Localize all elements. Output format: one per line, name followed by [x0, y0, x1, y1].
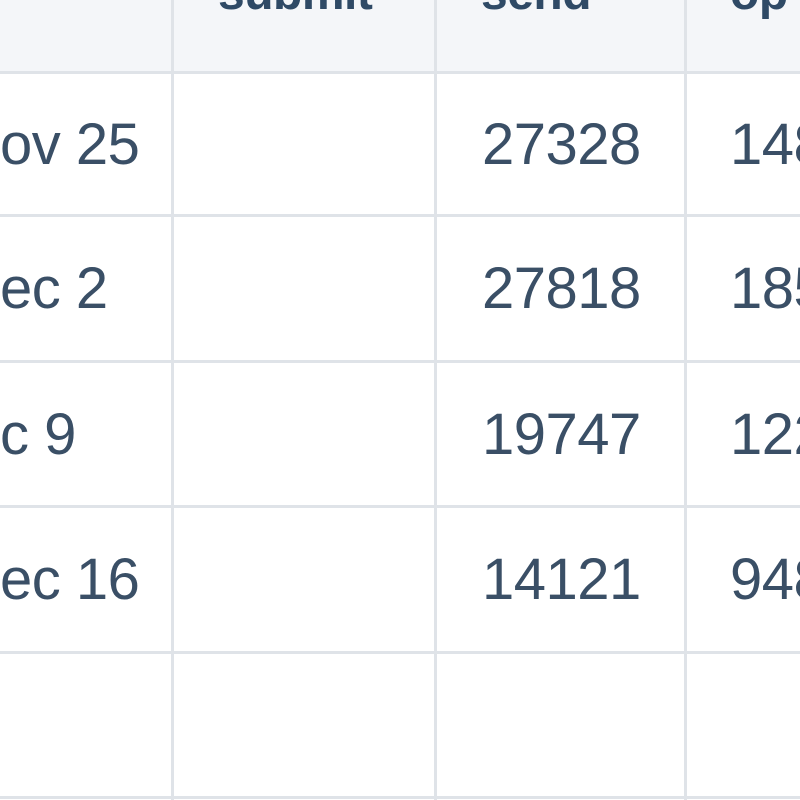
cell-open: 185 [730, 256, 800, 321]
cell-send: 27818 [482, 256, 641, 321]
row-divider [0, 71, 800, 74]
cell-date: ov 25 [0, 111, 140, 177]
cell-date: ec 16 [0, 547, 140, 612]
row-divider [0, 651, 800, 654]
column-header-send[interactable]: send [481, 0, 592, 20]
cell-open: 122 [730, 401, 800, 467]
cell-send: 27328 [482, 111, 641, 177]
row-divider [0, 214, 800, 217]
column-divider [684, 0, 687, 800]
cell-date: c 9 [0, 401, 76, 467]
column-header-open[interactable]: op [730, 0, 788, 20]
column-header-submit[interactable]: submit [218, 0, 373, 20]
cell-date: ec 2 [0, 256, 108, 321]
row-divider [0, 796, 800, 799]
column-divider [434, 0, 437, 800]
cell-send: 19747 [482, 401, 641, 467]
cell-send: 14121 [482, 547, 641, 612]
column-divider [171, 0, 174, 800]
row-divider [0, 360, 800, 363]
cell-open: 148 [730, 111, 800, 177]
table-header-row [0, 0, 800, 72]
row-divider [0, 505, 800, 508]
cell-open: 948 [730, 547, 800, 612]
